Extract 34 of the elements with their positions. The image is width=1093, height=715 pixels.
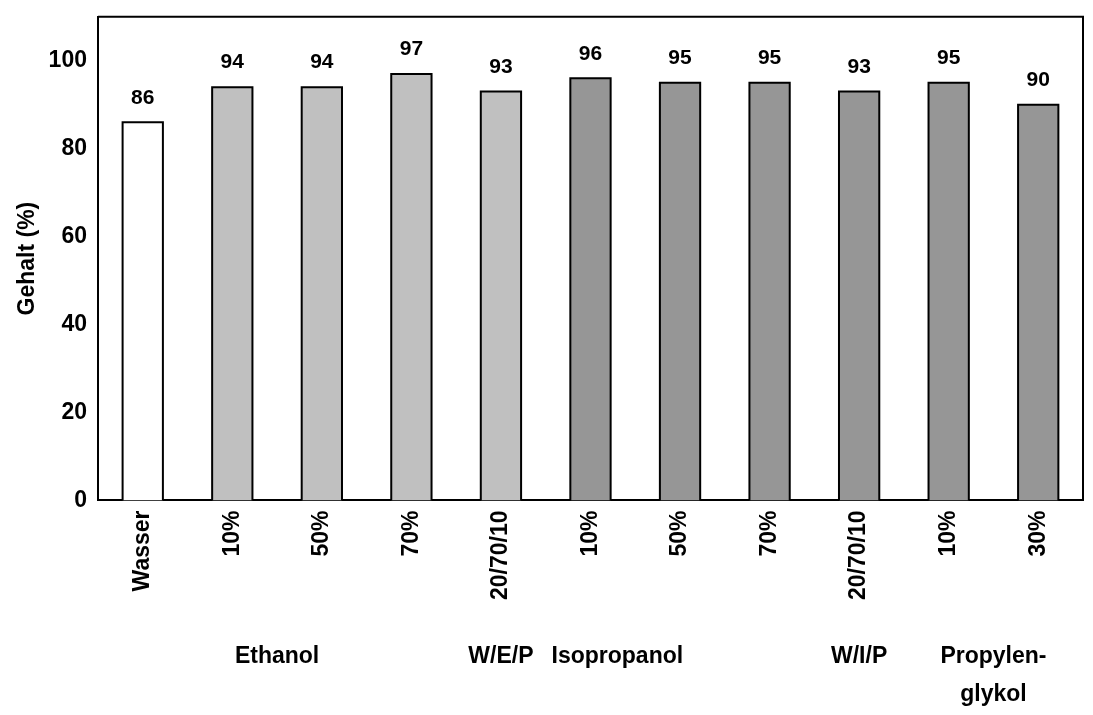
data-label: 93 xyxy=(489,53,513,77)
y-tick-label: 80 xyxy=(61,134,87,161)
x-tick-label: 70% xyxy=(396,510,423,557)
data-label: 97 xyxy=(399,36,424,60)
text: Ethanol xyxy=(234,642,320,669)
x-tick-label: 10% xyxy=(934,510,961,557)
y-tick-label: 60 xyxy=(61,221,87,248)
data-label: 86 xyxy=(131,84,155,108)
data-label: 95 xyxy=(937,45,961,69)
data-label: 94 xyxy=(310,49,334,73)
x-tick-label: 10% xyxy=(217,510,244,557)
data-label: 93 xyxy=(847,53,871,77)
x-tick-label: 20/70/10 xyxy=(844,510,871,600)
text: Propylen- glykol xyxy=(940,642,1047,707)
text: Isopropanol xyxy=(551,642,684,669)
y-tick-label: 40 xyxy=(61,309,87,336)
x-tick-label: Wasser xyxy=(128,510,155,592)
x-tick-label: 10% xyxy=(575,510,602,557)
data-label: 90 xyxy=(1026,67,1050,91)
x-tick-label: 20/70/10 xyxy=(486,510,513,600)
text: W/E/P xyxy=(468,642,534,669)
data-label: 94 xyxy=(220,49,245,73)
x-tick-label: 30% xyxy=(1023,510,1050,557)
y-tick-label: 20 xyxy=(61,397,87,424)
text: W/I/P xyxy=(831,642,888,669)
x-tick-label: 50% xyxy=(307,510,334,557)
x-tick-label: 70% xyxy=(754,510,781,557)
data-label: 95 xyxy=(668,45,693,69)
data-label: 96 xyxy=(578,40,603,64)
x-tick-label: 50% xyxy=(665,510,692,557)
y-axis-title: Gehalt (%) xyxy=(13,201,40,316)
data-label: 95 xyxy=(757,45,782,69)
y-tick-label: 100 xyxy=(48,46,87,73)
y-tick-label: 0 xyxy=(74,485,87,512)
